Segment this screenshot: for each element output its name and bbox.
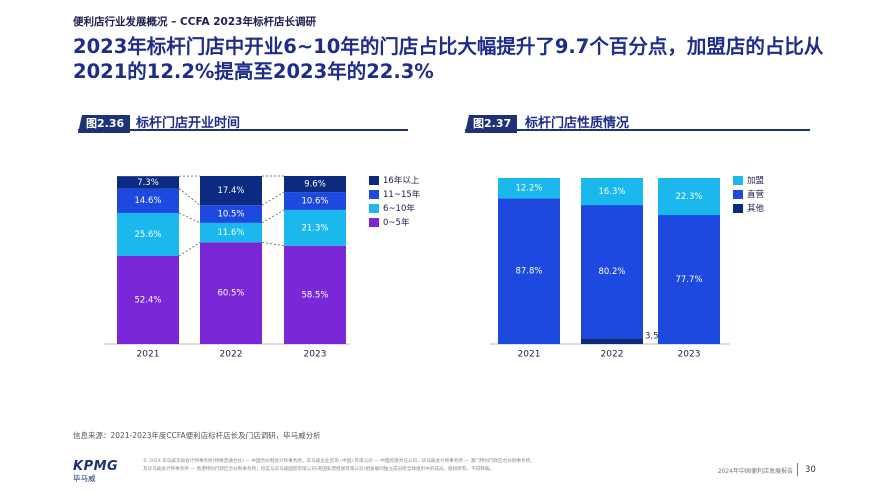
data-label: 21.3% <box>301 223 328 233</box>
bar-segment <box>658 178 720 216</box>
x-tick-label: 2021 <box>518 350 541 360</box>
legend-label: 16年以上 <box>383 175 420 186</box>
copyright-line: 及毕马威会计师事务所 — 香港特别行政区合伙制事务所，均是与毕马威国际有限公司(… <box>143 467 495 472</box>
legend-label: 0~5年 <box>383 217 410 228</box>
series-connector <box>261 209 285 224</box>
page-title: 2023年标杆门店中开业6~10年的门店占比大幅提升了9.7个百分点，加盟店的占… <box>73 35 824 83</box>
bar-segment <box>117 255 179 344</box>
x-tick-label: 2023 <box>678 350 701 360</box>
data-label: 14.6% <box>134 196 161 206</box>
series-connector <box>261 242 285 247</box>
legend-label: 6~10年 <box>383 203 415 214</box>
page-number: 30 <box>805 465 816 475</box>
figure-title: 标杆门店开业时间 <box>136 116 241 131</box>
data-label: 77.7% <box>675 275 702 285</box>
legend-swatch <box>733 204 743 213</box>
data-label: 12.2% <box>515 184 542 194</box>
data-label: 52.4% <box>134 295 161 305</box>
bar-segment <box>284 176 346 193</box>
bar-segment <box>581 205 643 339</box>
x-tick-label: 2022 <box>220 350 243 360</box>
figure-underline <box>465 129 810 131</box>
data-label: 11.6% <box>217 228 244 238</box>
bar-segment <box>284 192 346 210</box>
x-tick-label: 2023 <box>304 350 327 360</box>
footer-divider <box>797 463 798 476</box>
legend-label: 其他 <box>747 203 765 214</box>
data-label: 58.5% <box>301 290 328 300</box>
kpmg-logo: KPMG 毕马威 <box>73 459 118 484</box>
x-tick-label: 2022 <box>601 350 624 360</box>
bar-segment <box>581 178 643 206</box>
bar-segment <box>200 205 262 223</box>
legend-swatch <box>369 176 379 185</box>
figure-tag: 图2.37 <box>465 115 518 133</box>
figure-underline <box>78 129 408 131</box>
data-label: 9.6% <box>304 180 326 190</box>
data-label: 25.6% <box>134 230 161 240</box>
data-label: 10.6% <box>301 197 328 207</box>
legend-swatch <box>369 190 379 199</box>
copyright-line: © 2024 毕马威华振会计师事务所(特殊普通合伙) — 中国合伙制会计师事务所… <box>143 459 535 464</box>
data-label: 80.2% <box>598 267 625 277</box>
data-label: 17.4% <box>217 186 244 196</box>
bar-segment <box>200 222 262 243</box>
report-name: 2024年中国便利店发展报告 <box>717 468 793 475</box>
bar-segment <box>117 188 179 213</box>
source-note: 信息来源：2021-2023年度CCFA便利店标杆店长及门店调研，毕马威分析 <box>73 431 321 440</box>
breadcrumb: 便利店行业发展概况 – CCFA 2023年标杆店长调研 <box>73 16 316 28</box>
data-label: 7.3% <box>137 178 159 188</box>
series-connector <box>261 191 285 206</box>
bar-segment <box>658 215 720 344</box>
bar-segment <box>498 178 560 199</box>
bar-segment <box>117 212 179 256</box>
series-connector <box>178 242 201 257</box>
series-connector <box>178 212 201 224</box>
figure-header-left: 图2.36 标杆门店开业时间 <box>78 112 408 134</box>
logo-chinese: 毕马威 <box>73 474 96 483</box>
legend-swatch <box>733 190 743 199</box>
copyright-note: © 2024 毕马威华振会计师事务所(特殊普通合伙) — 中国合伙制会计师事务所… <box>143 458 663 474</box>
legend-label: 加盟 <box>747 175 765 186</box>
figure-tag: 图2.36 <box>78 115 131 133</box>
data-label: 22.3% <box>675 192 702 202</box>
legend-swatch <box>369 218 379 227</box>
figure-title: 标杆门店性质情况 <box>525 116 630 131</box>
x-tick-label: 2021 <box>137 350 160 360</box>
data-label: 16.3% <box>598 187 625 197</box>
legend-label: 直营 <box>747 189 764 200</box>
figure-header-right: 图2.37 标杆门店性质情况 <box>465 112 810 134</box>
bar-segment <box>498 198 560 344</box>
data-label: 87.8% <box>515 267 542 277</box>
bar-segment <box>581 338 643 344</box>
data-label: 10.5% <box>217 210 244 220</box>
legend-swatch <box>733 176 743 185</box>
data-label: 3.5% <box>645 332 667 342</box>
bar-segment <box>284 245 346 344</box>
series-connector <box>178 188 201 206</box>
bar-segment <box>117 176 179 189</box>
bar-segment <box>284 209 346 246</box>
data-label: 60.5% <box>217 289 244 299</box>
bar-segment <box>200 242 262 344</box>
legend-label: 11~15年 <box>383 189 421 200</box>
logo-wordmark: KPMG <box>73 459 119 474</box>
legend-swatch <box>369 204 379 213</box>
bar-segment <box>200 176 262 206</box>
